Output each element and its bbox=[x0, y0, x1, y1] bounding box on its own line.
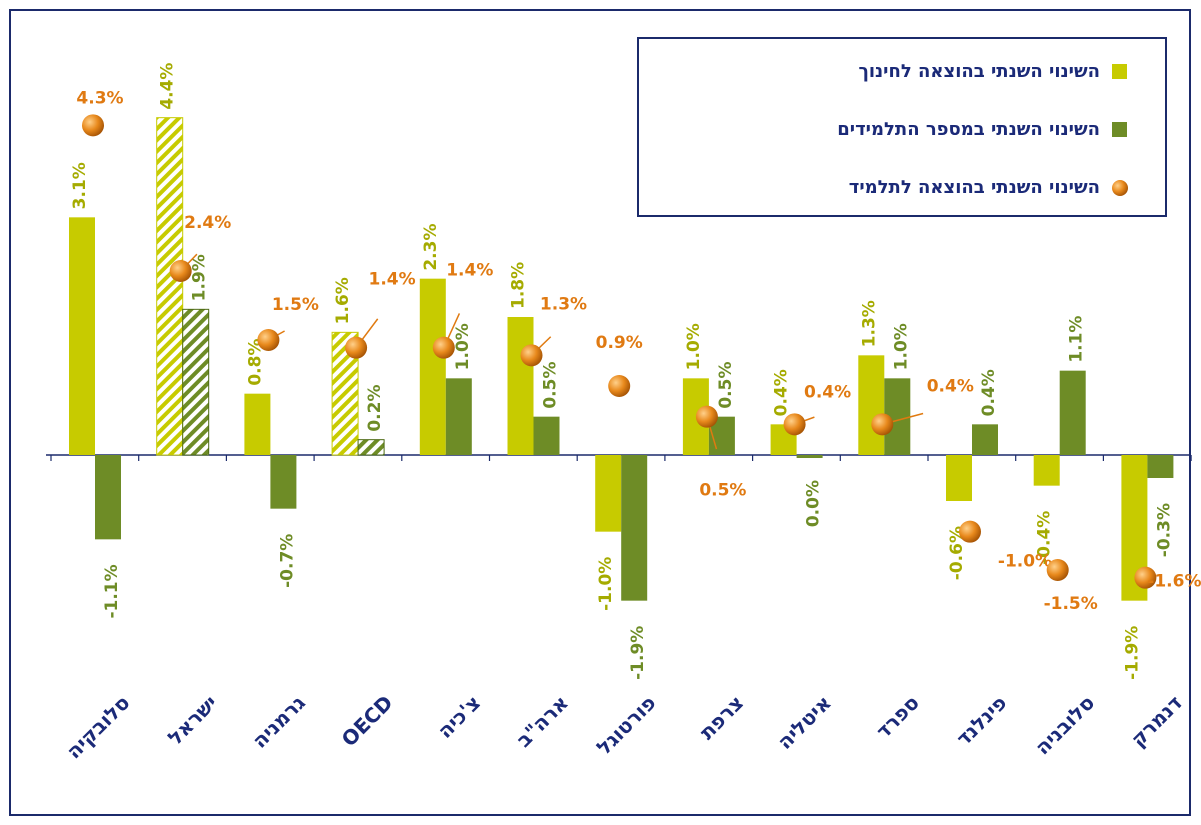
value-label: 0.4% bbox=[772, 369, 792, 416]
bar bbox=[419, 278, 446, 455]
value-label: 1.1% bbox=[1067, 316, 1087, 363]
bar bbox=[270, 455, 297, 509]
value-label: 1.9% bbox=[190, 254, 210, 301]
value-label: 1.0% bbox=[453, 323, 473, 370]
legend-label: השינוי השנתי בהוצאה לחינוך bbox=[858, 61, 1100, 82]
value-label: -0.7% bbox=[277, 534, 297, 588]
value-label: 0.4% bbox=[979, 369, 999, 416]
value-label: 2.4% bbox=[184, 213, 231, 233]
bar bbox=[69, 217, 95, 455]
dot bbox=[959, 520, 981, 543]
dot bbox=[608, 375, 631, 397]
value-label: 0.4% bbox=[804, 382, 851, 402]
dot bbox=[871, 413, 894, 436]
dot bbox=[520, 344, 543, 367]
legend-marker bbox=[1112, 122, 1127, 137]
dot bbox=[695, 405, 718, 428]
value-label: -0.6% bbox=[947, 526, 967, 580]
value-label: 0.9% bbox=[596, 333, 643, 353]
bar bbox=[507, 317, 534, 455]
value-label: 3.1% bbox=[70, 162, 90, 209]
value-label: -1.1% bbox=[102, 564, 122, 618]
bar bbox=[1059, 370, 1086, 455]
bar bbox=[972, 424, 998, 455]
value-label: -1.6% bbox=[1147, 572, 1201, 592]
bar bbox=[621, 455, 648, 601]
bar bbox=[95, 455, 121, 540]
value-label: 4.3% bbox=[76, 88, 123, 108]
value-label: 1.4% bbox=[446, 261, 493, 281]
bar bbox=[1147, 455, 1174, 478]
dot bbox=[257, 329, 280, 351]
dot bbox=[82, 114, 104, 137]
value-label: -1.0% bbox=[596, 557, 616, 611]
legend-label: השינוי השנתי במספר התלמידים bbox=[837, 119, 1100, 140]
bar bbox=[533, 416, 560, 455]
bar bbox=[445, 378, 472, 455]
bar bbox=[357, 439, 385, 456]
legend-marker bbox=[1112, 180, 1128, 196]
dot bbox=[783, 413, 806, 436]
bar bbox=[796, 455, 823, 459]
dot bbox=[1046, 559, 1069, 581]
value-label: -1.9% bbox=[628, 626, 648, 680]
bar bbox=[595, 455, 622, 532]
value-label: 0.5% bbox=[699, 481, 746, 501]
value-label: 1.0% bbox=[684, 323, 704, 370]
value-label: 2.3% bbox=[421, 224, 441, 271]
dot bbox=[345, 336, 368, 359]
value-label: -0.4% bbox=[1035, 511, 1055, 565]
value-label: 0.2% bbox=[365, 385, 385, 432]
value-label: 0.8% bbox=[245, 339, 265, 386]
bar bbox=[182, 308, 210, 456]
bar bbox=[858, 355, 885, 455]
value-label: -1.5% bbox=[1044, 594, 1098, 614]
value-label: -1.0% bbox=[998, 552, 1052, 572]
bar bbox=[244, 393, 271, 455]
legend-marker bbox=[1112, 64, 1127, 79]
value-label: -1.9% bbox=[1122, 626, 1142, 680]
value-label: 1.4% bbox=[369, 270, 416, 290]
bar bbox=[1033, 455, 1060, 486]
value-label: 1.6% bbox=[333, 277, 353, 324]
value-label: 1.3% bbox=[859, 300, 879, 347]
value-label: 0.0% bbox=[804, 480, 824, 527]
value-label: 1.5% bbox=[272, 295, 319, 315]
value-label: 0.5% bbox=[716, 362, 736, 409]
value-label: -0.3% bbox=[1154, 503, 1174, 557]
bar bbox=[946, 455, 972, 501]
value-label: 1.3% bbox=[540, 294, 587, 314]
value-label: 0.4% bbox=[927, 376, 974, 396]
dot bbox=[1134, 566, 1157, 589]
bar bbox=[156, 117, 184, 456]
value-label: 0.5% bbox=[541, 362, 561, 409]
value-label: 1.0% bbox=[891, 323, 911, 370]
legend-box bbox=[637, 37, 1167, 217]
legend-label: השינוי השנתי בהוצאה לתלמיד bbox=[849, 177, 1100, 198]
value-label: 1.8% bbox=[509, 262, 529, 309]
dot bbox=[432, 336, 455, 359]
value-label: 4.4% bbox=[158, 63, 178, 110]
dot bbox=[169, 260, 192, 282]
